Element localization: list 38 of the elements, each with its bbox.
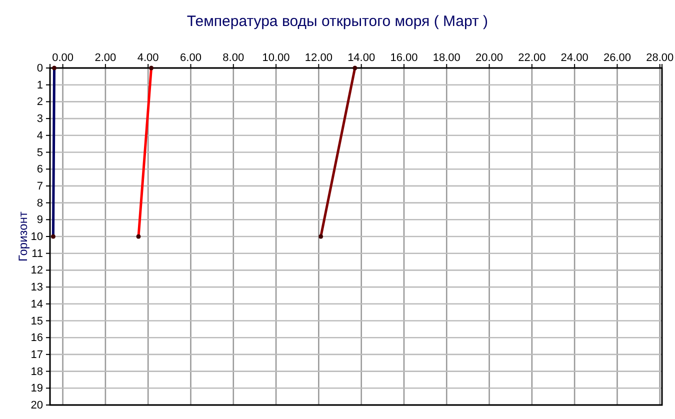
y-tick-label: 15 [30,315,43,328]
y-tick-label: 4 [36,130,43,142]
y-tick-label: 19 [30,382,43,395]
x-tick-label: 14.00 [348,52,376,64]
x-tick-label: 28.00 [646,52,674,64]
y-tick-label: 8 [36,197,43,210]
y-tick-label: 17 [30,348,43,361]
y-tick-label: 18 [30,366,43,378]
x-tick-label: 2.00 [94,52,116,64]
y-tick-label: 10 [30,231,43,244]
y-tick-label: 7 [36,180,43,192]
y-tick-label: 3 [36,113,43,126]
y-tick-label: 20 [30,400,43,412]
x-tick-label: 16.00 [390,52,418,64]
x-tick-label: 22.00 [518,52,546,64]
y-tick-label: 5 [36,146,43,159]
x-tick-label: 10.00 [262,52,290,64]
y-tick-label: 11 [32,248,43,260]
y-tick-label: 1 [36,79,43,92]
y-tick-label: 16 [30,332,43,344]
y-tick-label: 13 [30,282,43,294]
chart-title: Температура воды открытого моря ( Март ) [186,13,488,30]
x-tick-label: 26.00 [603,52,631,64]
y-tick-label: 6 [36,164,43,176]
y-tick-label: 2 [36,96,43,108]
x-tick-label: 12.00 [304,52,332,64]
y-axis-title: Горизонт [16,211,30,262]
x-tick-label: 0.00 [52,52,74,64]
x-tick-label: 24.00 [560,52,588,64]
x-tick-label: 20.00 [476,52,504,64]
y-tick-label: 14 [30,298,43,310]
x-tick-label: 4.00 [137,52,159,64]
x-tick-label: 18.00 [432,52,460,64]
y-tick-label: 9 [36,214,43,226]
y-tick-label: 12 [30,264,43,277]
y-tick-label: 0 [36,62,43,75]
x-tick-label: 8.00 [222,52,244,64]
x-tick-label: 6.00 [180,52,202,64]
